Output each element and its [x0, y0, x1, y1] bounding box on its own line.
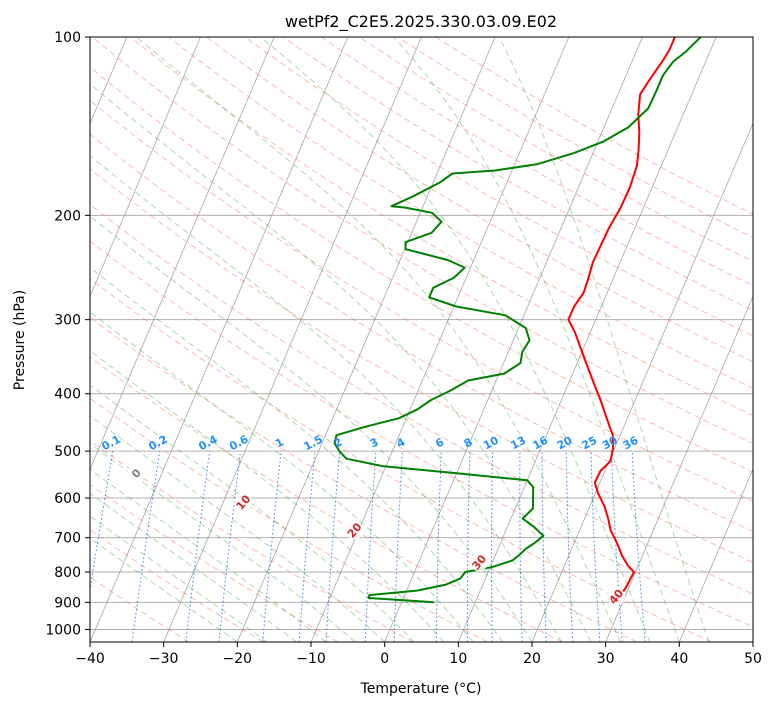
- x-tick-label: −10: [296, 651, 326, 667]
- x-tick-label: 50: [744, 651, 762, 667]
- x-tick-label: 20: [523, 651, 541, 667]
- x-tick-label: 10: [449, 651, 467, 667]
- y-tick-label: 800: [54, 565, 81, 581]
- label-halo: [33, 441, 51, 459]
- x-tick-label: 40: [670, 651, 688, 667]
- x-tick-label: −30: [149, 651, 179, 667]
- chart-title: wetPf2_C2E5.2025.330.03.09.E02: [285, 12, 557, 32]
- x-axis-label: Temperature (°C): [360, 681, 482, 697]
- isotherm-line: [753, 37, 775, 642]
- y-tick-label: 200: [54, 208, 81, 224]
- dry-adiabat-label: -10: [31, 438, 54, 462]
- y-tick-label: 600: [54, 491, 81, 507]
- x-tick-label: 0: [380, 651, 389, 667]
- y-tick-label: 900: [54, 595, 81, 611]
- y-tick-label: 400: [54, 387, 81, 403]
- y-tick-label: 100: [54, 30, 81, 46]
- y-tick-label: 1000: [45, 622, 81, 638]
- y-tick-label: 300: [54, 313, 81, 329]
- x-tick-label: −20: [223, 651, 253, 667]
- y-tick-label: 500: [54, 444, 81, 460]
- x-tick-label: 30: [597, 651, 615, 667]
- y-axis-label: Pressure (hPa): [12, 290, 28, 390]
- y-tick-label: 700: [54, 531, 81, 547]
- x-tick-label: −40: [75, 651, 105, 667]
